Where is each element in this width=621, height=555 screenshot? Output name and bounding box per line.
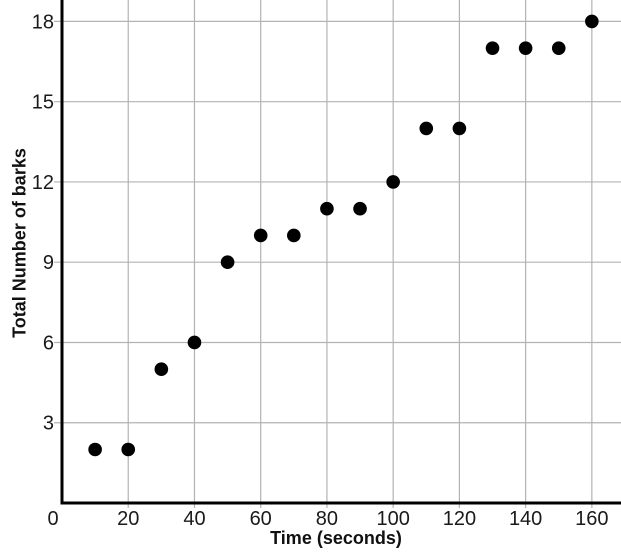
data-points [88, 14, 599, 457]
data-point [320, 201, 334, 216]
x-tick-label: 0 [47, 508, 58, 530]
data-point [253, 228, 268, 243]
data-point [88, 442, 102, 457]
y-tick-label: 15 [32, 92, 54, 114]
data-point [287, 228, 301, 243]
x-tick-label: 100 [376, 508, 409, 530]
y-tick-label: 3 [43, 413, 54, 435]
x-tick-label: 140 [509, 508, 542, 530]
x-tick-label: 160 [575, 508, 608, 530]
x-axis-title: Time (seconds) [270, 528, 402, 548]
data-point [386, 175, 400, 189]
data-point [452, 121, 467, 136]
y-axis-title: Total Number of barks [9, 148, 30, 338]
x-tick-label: 20 [117, 508, 139, 530]
data-point [220, 255, 235, 270]
x-tick-label: 40 [183, 508, 205, 530]
data-point [485, 41, 500, 55]
data-point [121, 442, 136, 457]
data-point [585, 14, 599, 29]
x-tick-label: 80 [316, 508, 338, 530]
data-point [187, 335, 202, 350]
y-tick-label: 12 [32, 172, 54, 194]
axes [60, 0, 621, 505]
y-tick-label: 18 [32, 11, 54, 33]
y-tick-label: 9 [43, 252, 54, 274]
x-tick-label: 60 [250, 508, 272, 530]
gridlines [54, 0, 621, 508]
data-point [154, 362, 169, 377]
data-point [518, 41, 533, 55]
x-tick-label: 120 [443, 508, 476, 530]
y-tick-label: 6 [43, 332, 54, 354]
data-point [353, 201, 367, 216]
tick-labels: 0 20 40 60 80 100 120 140 160 3 6 9 12 15 18 [32, 11, 609, 530]
data-point [551, 41, 566, 55]
data-point [419, 121, 434, 136]
